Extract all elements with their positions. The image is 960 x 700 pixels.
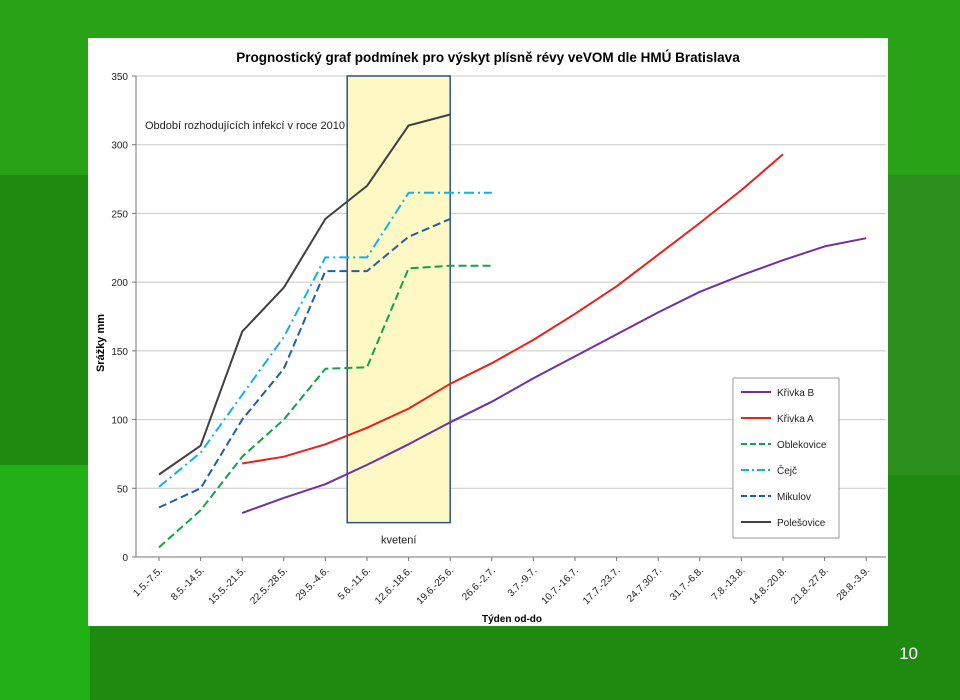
background-band-right (888, 175, 960, 475)
x-axis-label: Týden od-do (482, 614, 542, 625)
x-tick-label: 5.6.-11.6. (336, 565, 373, 602)
x-tick-label: 8.5.-14.5. (169, 565, 207, 603)
y-tick-label: 300 (111, 141, 128, 152)
x-tick-label: 17.7.-23.7. (581, 565, 623, 607)
x-tick-label: 29.5.-4.6. (294, 565, 332, 603)
series-line-k-ivka-a (242, 153, 784, 465)
series-line-oblekovice (158, 264, 492, 549)
legend-label: Křivka B (777, 388, 815, 399)
x-tick-label: 28.8.-3.9. (835, 565, 873, 603)
x-tick-label: 26.6.-2.7. (460, 565, 498, 603)
y-tick-label: 200 (111, 278, 128, 289)
y-axis-label: Srážky mm (95, 314, 107, 372)
legend-box (732, 377, 840, 539)
x-tick-label: 21.8.-27.8. (789, 565, 831, 607)
y-tick-label: 50 (117, 484, 129, 495)
series-line-pole-ovice (158, 113, 451, 476)
x-tick-label: 24.7.30.7. (625, 565, 664, 604)
y-tick-label: 350 (111, 72, 128, 83)
legend: Křivka B Křivka A Oblekovice Čejč Mikulov Pol… (732, 377, 840, 539)
x-tick-label: 7.8.-13.8. (710, 565, 748, 603)
background-band-left (0, 465, 90, 700)
line-chart: Prognostický graf podmínek pro výskyt pl… (95, 50, 886, 625)
series-lines (158, 113, 867, 549)
y-tick-label: 100 (111, 416, 128, 427)
bloom-label: kvetení (381, 535, 416, 547)
x-tick-label: 22.5.-28.5. (248, 565, 290, 607)
chart-title: Prognostický graf podmínek pro výskyt pl… (236, 50, 740, 65)
series-line-k-ivka-b (241, 237, 867, 514)
x-tick-label: 19.6.-25.6. (415, 565, 457, 607)
x-tick-label: 31.7.-6.8. (668, 565, 706, 603)
legend-label: Čejč (777, 464, 797, 477)
period-annotation: Období rozhodujících infekcí v roce 2010 (145, 120, 345, 132)
legend-label: Oblekovice (777, 440, 827, 451)
x-tick-label: 10.7.-16.7. (540, 565, 582, 607)
y-tick-label: 250 (111, 209, 128, 220)
legend-label: Křivka A (777, 414, 814, 425)
y-tick-label: 150 (111, 347, 128, 358)
y-tick-label: 0 (122, 553, 128, 564)
slide-number: 10 (899, 644, 918, 663)
legend-label: Mikulov (777, 492, 811, 503)
series-line-mikulov (158, 217, 451, 509)
x-tick-label: 14.8.-20.8. (748, 565, 790, 607)
chart-panel: Prognostický graf podmínek pro výskyt pl… (88, 38, 888, 626)
bloom-period-band (346, 75, 451, 524)
x-tick-label: 3.7.-9.7. (506, 565, 540, 599)
series-line--ej- (158, 191, 492, 488)
x-tick-label: 1.5.-7.5. (131, 565, 165, 599)
legend-label: Polešovice (777, 518, 826, 529)
x-tick-label: 12.6.-18.6. (373, 565, 415, 607)
x-tick-label: 15.5.-21.5. (207, 565, 249, 607)
